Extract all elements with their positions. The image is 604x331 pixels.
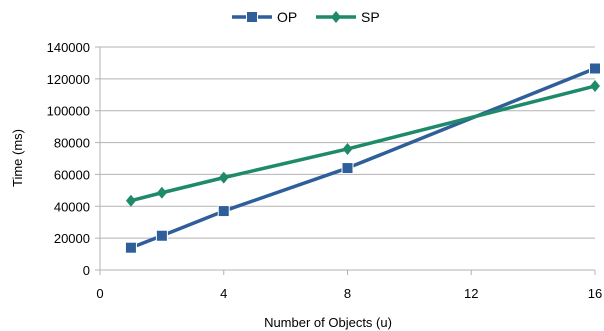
y-tick-label: 120000: [47, 72, 90, 87]
data-point-sp: [125, 194, 136, 207]
legend: OP SP: [232, 9, 380, 25]
legend-marker-op: [246, 11, 258, 23]
data-point-op: [217, 205, 230, 218]
y-tick-label: 100000: [47, 104, 90, 119]
data-point-op: [589, 62, 601, 75]
data-point-sp: [218, 171, 229, 184]
data-point-sp: [342, 142, 353, 155]
y-tick-label: 60000: [54, 167, 90, 182]
y-tick-label: 140000: [47, 40, 90, 55]
series-line-sp: [130, 84, 596, 203]
x-tick-label: 0: [96, 286, 103, 301]
y-axis-title: Time (ms): [10, 129, 25, 187]
legend-label-op: OP: [277, 9, 297, 25]
axes: Number of Objects (u) Time (ms) 02000040…: [10, 40, 602, 330]
grid-lines: [95, 46, 596, 275]
y-tick-label: 80000: [54, 136, 90, 151]
data-point-sp: [156, 186, 167, 199]
x-tick-label: 12: [464, 286, 478, 301]
y-tick-label: 40000: [54, 199, 90, 214]
legend-label-sp: SP: [361, 9, 380, 25]
series-line-op: [130, 66, 596, 250]
y-tick-label: 20000: [54, 231, 90, 246]
data-point-op: [124, 241, 137, 254]
data-point-sp: [590, 80, 600, 93]
x-tick-label: 4: [220, 286, 227, 301]
x-tick-label: 8: [344, 286, 351, 301]
legend-marker-sp: [331, 11, 341, 23]
data-point-op: [341, 162, 354, 175]
x-axis-title: Number of Objects (u): [264, 315, 392, 330]
data-point-op: [155, 229, 168, 242]
y-tick-label: 0: [83, 263, 90, 278]
series-group: [124, 62, 601, 254]
x-tick-label: 16: [588, 286, 602, 301]
